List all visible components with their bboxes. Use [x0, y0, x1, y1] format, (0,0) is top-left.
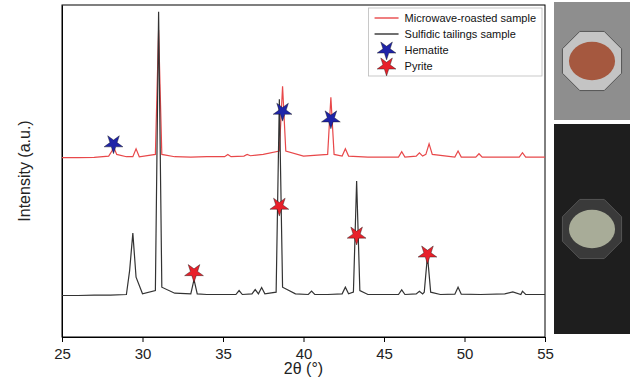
x-tick-label: 25: [54, 345, 71, 362]
photo-tailings: [554, 124, 630, 334]
x-tick: 50: [457, 337, 474, 362]
legend-label: Microwave-roasted sample: [405, 12, 536, 24]
photo-background: [554, 2, 630, 120]
legend-marker: [377, 42, 396, 60]
marker-star: [185, 265, 204, 283]
photo-powder: [569, 42, 615, 80]
marker-star: [321, 111, 340, 129]
x-tick-label: 40: [296, 345, 313, 362]
photo-powder: [569, 210, 615, 248]
x-tick-label: 50: [457, 345, 474, 362]
marker-star: [270, 198, 289, 216]
x-tick-mark: [384, 337, 385, 342]
y-axis-title: Intensity (a.u.): [16, 120, 33, 221]
legend-line: [375, 33, 399, 34]
marker-star: [418, 246, 437, 264]
x-tick-label: 35: [215, 345, 232, 362]
x-tick-mark: [62, 337, 63, 342]
y-axis-line: [62, 6, 63, 338]
photo-roasted: [554, 2, 630, 120]
x-tick-mark: [304, 337, 305, 342]
plot-frame: [62, 5, 545, 337]
x-tick: 30: [135, 337, 152, 362]
legend-box: [369, 8, 542, 76]
x-tick-mark: [465, 337, 466, 342]
x-tick: 35: [215, 337, 232, 362]
x-axis-line: [63, 338, 546, 343]
x-tick: 55: [537, 337, 554, 362]
x-axis: 25 30 35 40 45 50 55: [54, 337, 554, 362]
photo-tray: [562, 199, 621, 258]
x-tick: 25: [54, 337, 71, 362]
x-tick-mark: [545, 337, 546, 342]
x-tick: 45: [376, 337, 393, 362]
marker-star: [273, 103, 292, 121]
photo-tray: [562, 31, 621, 90]
y-axis: [62, 6, 63, 338]
legend-label: Sulfidic tailings sample: [405, 28, 516, 40]
x-tick-mark: [143, 337, 144, 342]
marker-star: [347, 227, 366, 245]
x-tick: 40: [296, 337, 313, 362]
x-tick-label: 45: [376, 345, 393, 362]
legend-label: Hematite: [405, 44, 449, 56]
photo-background: [554, 124, 630, 334]
legend-label: Pyrite: [405, 60, 433, 72]
legend-line: [375, 17, 399, 18]
x-tick-mark: [223, 337, 224, 342]
x-axis-title: 2θ (°): [284, 360, 323, 377]
x-tick-label: 30: [135, 345, 152, 362]
legend-marker: [377, 58, 396, 76]
legend: Microwave-roasted sample Sulfidic tailing…: [369, 8, 542, 76]
marker-star: [104, 136, 123, 154]
x-tick-label: 55: [537, 345, 554, 362]
